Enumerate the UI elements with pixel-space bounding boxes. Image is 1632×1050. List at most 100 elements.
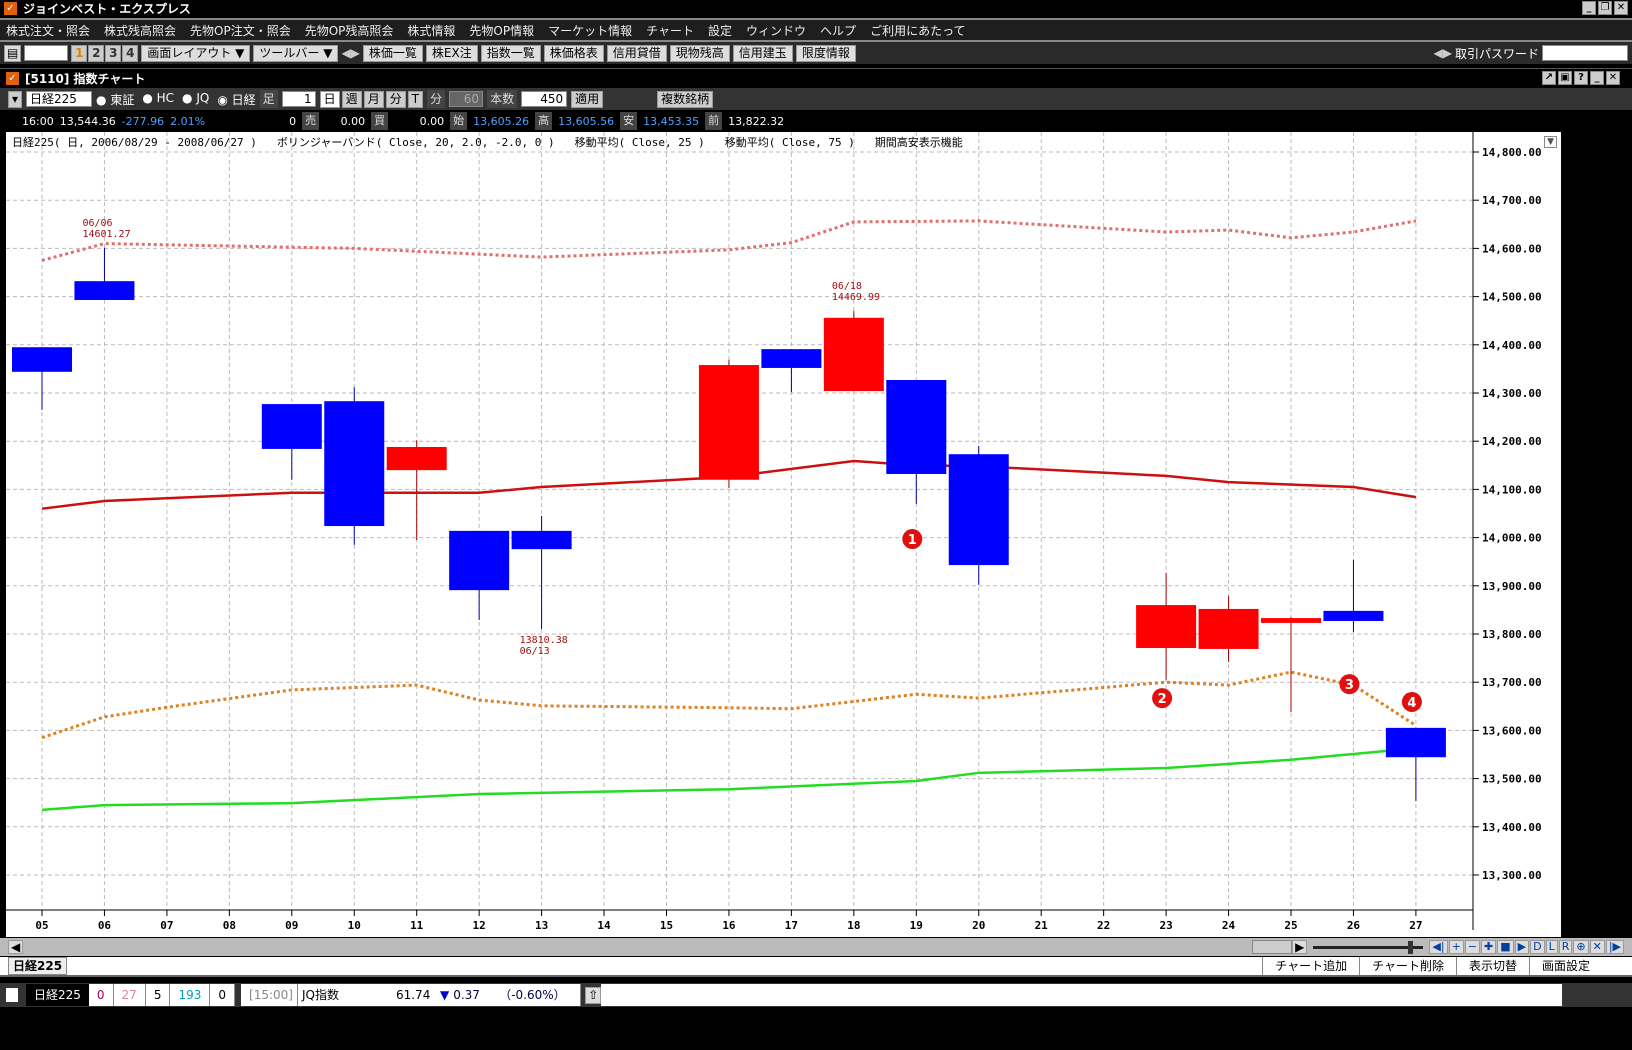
candlestick-chart[interactable]: 14,800.00 14,700.00 14,600.00 14,500.00 14,4… xyxy=(6,132,1561,937)
restore-button[interactable]: ❐ xyxy=(1598,1,1612,15)
close-window-button[interactable]: ✕ xyxy=(1606,71,1620,85)
period-button[interactable]: T xyxy=(407,90,424,108)
toolbar-button[interactable]: 株価格表 xyxy=(543,44,604,62)
tab-nikkei225[interactable]: 日経225 xyxy=(8,957,68,975)
market-radio[interactable]: ● HC xyxy=(142,91,174,108)
market-label: JQ xyxy=(196,90,210,105)
chart-action-button[interactable]: チャート削除 xyxy=(1359,957,1456,975)
toolbar-button[interactable]: 限度情報 xyxy=(795,44,856,62)
toolbar-button[interactable]: 株EX注 xyxy=(425,44,478,62)
toolbar-scroll-icon[interactable]: ◀▶ xyxy=(341,46,360,60)
chart-nav-button[interactable]: |▶ xyxy=(1605,940,1624,954)
down-triangle-icon: ▼ xyxy=(437,984,452,1006)
chart-nav-button[interactable]: ▶ xyxy=(1514,940,1530,954)
market-radio[interactable]: ● 東証 xyxy=(96,91,134,108)
count-input[interactable]: 450 xyxy=(521,91,568,107)
menu-item[interactable]: 先物OP情報 xyxy=(469,23,535,38)
menu-item[interactable]: 設定 xyxy=(708,23,733,38)
low-value: 13,453.35 xyxy=(643,114,700,128)
menu-item[interactable]: 株式注文・照会 xyxy=(6,23,91,38)
menu-item[interactable]: 株式情報 xyxy=(407,23,456,38)
market-radio[interactable]: ● JQ xyxy=(182,91,209,108)
multi-symbol-button[interactable]: 複数銘柄 xyxy=(657,90,714,108)
menu-item[interactable]: マーケット情報 xyxy=(548,23,633,38)
toolbar-button[interactable]: 現物残高 xyxy=(669,44,730,62)
period-button[interactable]: 日 xyxy=(319,90,340,108)
password-scroll-icon[interactable]: ◀▶ xyxy=(1433,46,1452,60)
scroll-left-button[interactable]: ◀ xyxy=(8,940,24,954)
high-label: 高 xyxy=(535,112,553,130)
chart-panel[interactable]: 14,800.00 14,700.00 14,600.00 14,500.00 14,4… xyxy=(6,132,1561,937)
x-tick-label: 15 xyxy=(660,919,673,932)
y-tick-label: 14,800.00 xyxy=(1482,146,1542,159)
chart-action-button[interactable]: 表示切替 xyxy=(1455,957,1529,975)
chart-action-button[interactable]: チャート追加 xyxy=(1262,957,1360,975)
toolbar-button[interactable]: 信用貸借 xyxy=(606,44,667,62)
menu-item[interactable]: ご利用にあたって xyxy=(870,23,966,38)
scroll-right-button[interactable]: ▶ xyxy=(1292,940,1308,954)
apply-button[interactable]: 適用 xyxy=(571,90,604,108)
y-tick-label: 13,500.00 xyxy=(1482,773,1542,786)
minimize-button[interactable]: _ xyxy=(1582,1,1596,15)
menu-item[interactable]: 先物OP注文・照会 xyxy=(190,23,291,38)
ashi-input[interactable]: 1 xyxy=(281,91,316,107)
chart-menu-icon[interactable]: ▼ xyxy=(1544,136,1557,148)
chart-nav-button[interactable]: + xyxy=(1448,940,1464,954)
app-logo-icon: ✓ xyxy=(4,2,17,15)
scroll-thumb[interactable] xyxy=(1252,940,1293,954)
status-checkbox[interactable] xyxy=(6,988,18,1002)
chart-header: 日経225( 日, 2006/08/29 - 2008/06/27 ) ボリンジャ… xyxy=(12,134,963,150)
toolbar-dropdown[interactable]: ツールバー ▼ xyxy=(253,44,339,62)
toolbar-button[interactable]: 指数一覧 xyxy=(480,44,541,62)
chart-nav-button[interactable]: ✕ xyxy=(1589,940,1605,954)
window-icon[interactable]: ▤ xyxy=(4,44,22,62)
minimize-window-button[interactable]: _ xyxy=(1590,71,1604,85)
market-radio[interactable]: ◉ 日経 xyxy=(217,91,255,108)
period-button[interactable]: 分 xyxy=(385,90,406,108)
fun-label: 分 xyxy=(427,90,446,108)
menu-item[interactable]: 先物OP残高照会 xyxy=(304,23,394,38)
page-button-2[interactable]: 2 xyxy=(88,44,105,62)
chart-nav-button[interactable]: D xyxy=(1530,940,1545,954)
menu-item[interactable]: 株式残高照会 xyxy=(104,23,177,38)
code-input[interactable] xyxy=(24,45,69,61)
x-tick-label: 22 xyxy=(1097,919,1110,932)
menu-dropdown-icon[interactable]: ▾ xyxy=(8,90,23,108)
popout-button[interactable]: ↗ xyxy=(1542,71,1556,85)
chart-nav-button[interactable]: ⊕ xyxy=(1573,940,1589,954)
count-label: 本数 xyxy=(487,90,518,108)
chart-action-button[interactable]: 画面設定 xyxy=(1528,957,1602,975)
chart-nav-button[interactable]: ✚ xyxy=(1481,940,1497,954)
period-button[interactable]: 月 xyxy=(363,90,384,108)
chart-nav-button[interactable]: R xyxy=(1558,940,1573,954)
menu-bar: 株式注文・照会 株式残高照会 先物OP注文・照会 先物OP残高照会 株式情報 先物OP情報… xyxy=(0,18,1632,42)
menu-item[interactable]: ウィンドウ xyxy=(746,23,807,38)
copy-button[interactable]: ▣ xyxy=(1558,71,1572,85)
status-up-button[interactable]: ⇧ xyxy=(585,986,602,1004)
toolbar-button[interactable]: 株価一覧 xyxy=(362,44,423,62)
menu-item[interactable]: ヘルプ xyxy=(820,23,857,38)
chart-nav-button[interactable]: ◀| xyxy=(1429,940,1448,954)
chart-nav-button[interactable]: ■ xyxy=(1497,940,1514,954)
chart-scrollbar[interactable]: ◀ ▶ ◀| + − ✚ ■ ▶ D L R ⊕ ✕ |▶ xyxy=(0,938,1632,956)
y-tick-label: 14,000.00 xyxy=(1482,532,1542,545)
status-count: 0 xyxy=(88,984,114,1006)
window-logo-icon: ✓ xyxy=(6,71,19,85)
page-button-3[interactable]: 3 xyxy=(105,44,122,62)
toolbar-button[interactable]: 信用建玉 xyxy=(732,44,793,62)
zoom-slider[interactable] xyxy=(1313,940,1424,954)
symbol-select[interactable]: 日経225 xyxy=(26,91,93,107)
layout-dropdown[interactable]: 画面レイアウト ▼ xyxy=(141,44,251,62)
close-button[interactable]: ✕ xyxy=(1614,1,1628,15)
period-button[interactable]: 週 xyxy=(341,90,362,108)
fun-input[interactable]: 60 xyxy=(449,91,484,107)
menu-item[interactable]: チャート xyxy=(646,23,695,38)
radio-icon: ◉ xyxy=(217,92,232,107)
page-button-1[interactable]: 1 xyxy=(71,44,88,62)
chart-nav-button[interactable]: L xyxy=(1545,940,1558,954)
page-button-4[interactable]: 4 xyxy=(122,44,139,62)
chart-nav-button[interactable]: − xyxy=(1464,940,1481,954)
help-button[interactable]: ? xyxy=(1574,71,1588,85)
password-input[interactable] xyxy=(1542,45,1628,61)
